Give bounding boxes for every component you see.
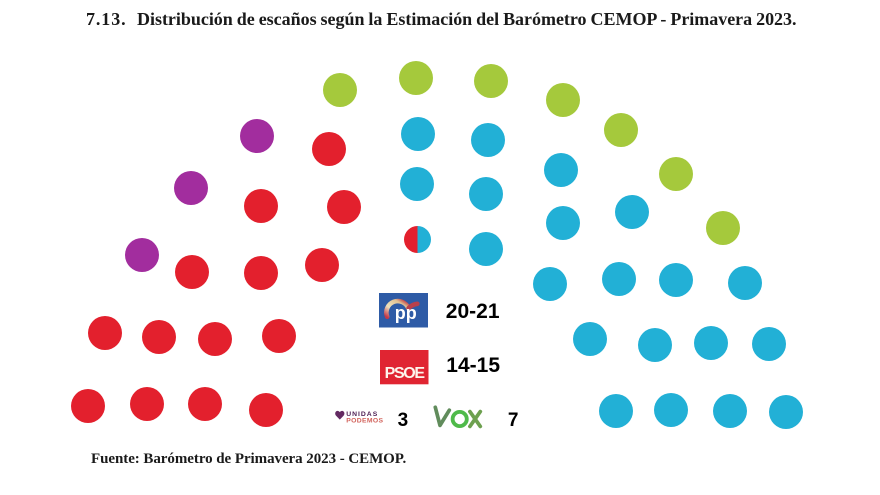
svg-text:UNIDAS: UNIDAS: [346, 411, 378, 418]
svg-text:PODEMOS: PODEMOS: [346, 418, 383, 425]
svg-text:PSOE: PSOE: [385, 365, 426, 382]
svg-text:pp: pp: [395, 302, 417, 322]
